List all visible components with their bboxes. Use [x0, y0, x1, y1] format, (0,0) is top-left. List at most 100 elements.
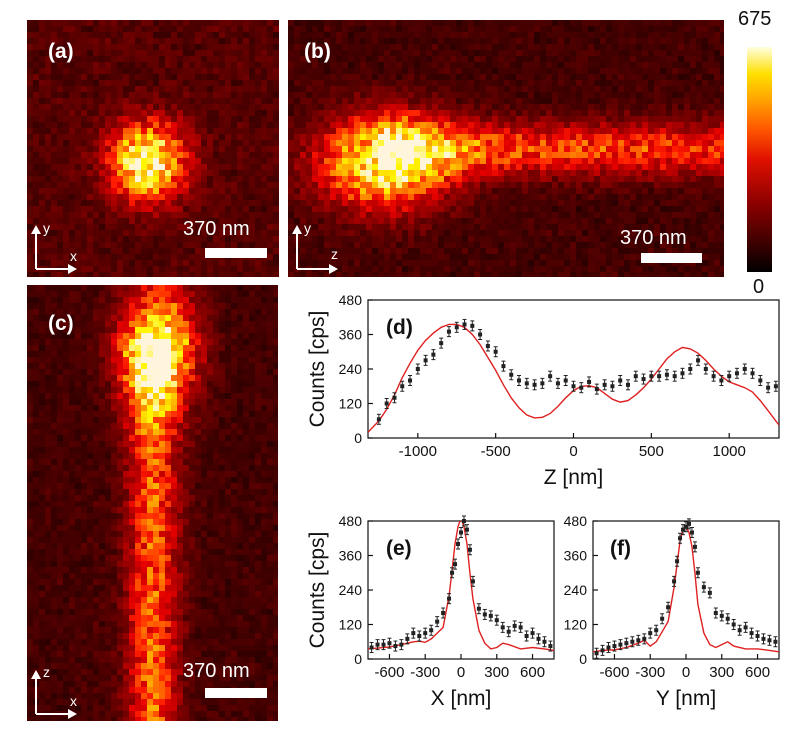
data-marker [446, 329, 451, 334]
x-tick-label: 600 [745, 664, 770, 681]
data-marker [429, 628, 434, 633]
data-point [411, 627, 416, 639]
data-point [540, 377, 545, 389]
data-point [633, 370, 638, 382]
data-marker [461, 519, 466, 523]
data-marker [530, 631, 535, 636]
data-point [464, 524, 469, 536]
data-marker [500, 625, 505, 630]
data-marker [459, 530, 463, 535]
data-point [447, 593, 452, 605]
data-point [384, 398, 389, 409]
data-point [431, 349, 436, 361]
data-marker [610, 384, 615, 389]
data-marker [701, 585, 706, 590]
data-marker [476, 606, 481, 611]
data-point [501, 360, 506, 372]
data-marker [485, 344, 490, 348]
data-point [429, 624, 434, 636]
data-point [725, 613, 730, 625]
heatmap-a [27, 20, 279, 277]
data-marker [618, 642, 623, 647]
data-marker [431, 352, 436, 357]
image-panel-b [288, 20, 724, 277]
x-tick-label: 300 [484, 664, 509, 681]
data-point [524, 377, 529, 389]
data-point [454, 321, 459, 333]
data-marker [423, 358, 428, 363]
x-tick-label: 500 [639, 443, 664, 460]
data-point [532, 379, 537, 391]
data-point [423, 354, 428, 366]
data-marker [727, 374, 732, 379]
x-tick-label: -600 [374, 664, 404, 681]
data-marker [692, 544, 697, 549]
data-point [642, 633, 647, 645]
data-marker [731, 622, 736, 627]
data-marker [649, 374, 654, 379]
data-point [392, 392, 397, 404]
data-point [737, 624, 742, 636]
data-point [719, 375, 724, 386]
data-point [594, 647, 599, 659]
data-marker [680, 371, 685, 376]
scale-label-a: 370 nm [183, 218, 250, 240]
data-marker [657, 374, 662, 379]
data-marker [713, 611, 718, 615]
panel-label: (e) [386, 537, 412, 560]
data-marker [381, 642, 386, 647]
data-marker [719, 613, 724, 618]
data-marker [689, 530, 694, 535]
x-axis-label: Z [nm] [544, 466, 604, 489]
data-point [696, 354, 701, 366]
data-marker [743, 625, 748, 630]
y-tick-label: 480 [339, 513, 363, 529]
data-point [548, 640, 553, 652]
data-point [467, 544, 472, 556]
data-marker [506, 629, 511, 634]
x-tick-label: -300 [635, 664, 665, 681]
data-marker [666, 605, 671, 610]
data-point [755, 630, 760, 642]
data-point [672, 575, 677, 587]
data-point [610, 380, 615, 392]
data-point [393, 640, 398, 652]
x-tick-label: -300 [410, 664, 440, 681]
scale-label-b: 370 nm [620, 227, 687, 249]
data-marker [681, 527, 686, 532]
data-marker [393, 644, 398, 649]
y-tick-label: 0 [579, 651, 587, 667]
y-tick-label: 480 [339, 292, 363, 308]
x-tick-label: 1000 [712, 443, 745, 460]
data-marker [641, 377, 646, 382]
data-marker [773, 639, 778, 644]
y-axis-label: Counts [cps] [306, 532, 329, 649]
data-point [648, 627, 653, 639]
data-point [612, 640, 617, 652]
data-marker [633, 374, 638, 379]
data-marker [594, 387, 599, 392]
data-point [518, 621, 523, 633]
x-tick-label: 0 [457, 664, 465, 681]
data-marker [660, 616, 665, 621]
axis-v-label-b: y [304, 220, 311, 236]
axis-arrows-icon-a [31, 225, 77, 274]
data-point [686, 518, 691, 530]
panel-label: (d) [386, 316, 413, 339]
data-point [734, 367, 739, 379]
data-marker [536, 636, 541, 641]
data-marker [415, 367, 420, 371]
data-point [594, 383, 599, 395]
data-marker [369, 645, 374, 650]
fit-curve [368, 323, 779, 433]
scale-bar-a [205, 248, 267, 258]
data-point [711, 370, 716, 382]
data-point [517, 375, 522, 386]
data-point [512, 620, 517, 632]
data-point [688, 363, 693, 375]
data-point [435, 616, 440, 628]
data-point [446, 326, 451, 338]
image-panel-c [27, 285, 278, 721]
data-point [408, 375, 413, 386]
data-marker [494, 618, 499, 623]
